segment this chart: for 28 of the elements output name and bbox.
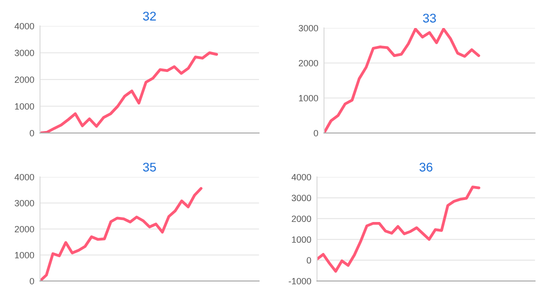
chart-title: 32: [143, 12, 156, 21]
y-tick-label: 4000: [14, 174, 34, 180]
y-tick-label: 1000: [15, 103, 34, 110]
line-series: [324, 28, 480, 133]
y-tick-label: 0: [314, 130, 318, 136]
y-tick-label: 3000: [292, 194, 312, 202]
y-tick-label: 1000: [299, 94, 318, 102]
y-tick-label: 2000: [14, 226, 34, 232]
y-tick-label: 3000: [14, 50, 34, 56]
y-tick-label: 2000: [292, 216, 312, 222]
y-tick-label: 0: [30, 278, 34, 284]
y-tick-label: 2000: [298, 60, 318, 66]
y-tick-label: -1000: [288, 278, 312, 284]
y-tick-label: 4000: [292, 174, 312, 180]
chart-title: 36: [420, 162, 432, 172]
y-tick-label: 1000: [15, 252, 34, 258]
y-tick-label: 0: [30, 130, 34, 136]
line-series: [40, 187, 202, 281]
y-tick-label: 3000: [14, 200, 34, 206]
y-tick-label: 3000: [298, 24, 318, 32]
y-tick-label: 0: [306, 257, 312, 264]
line-series: [317, 186, 480, 273]
chart-title: 33: [423, 14, 436, 23]
chart-title: 35: [143, 162, 156, 172]
y-tick-label: 4000: [14, 22, 34, 30]
y-tick-label: 2000: [14, 76, 34, 83]
y-tick-label: 1000: [292, 236, 312, 243]
line-series: [40, 51, 218, 133]
